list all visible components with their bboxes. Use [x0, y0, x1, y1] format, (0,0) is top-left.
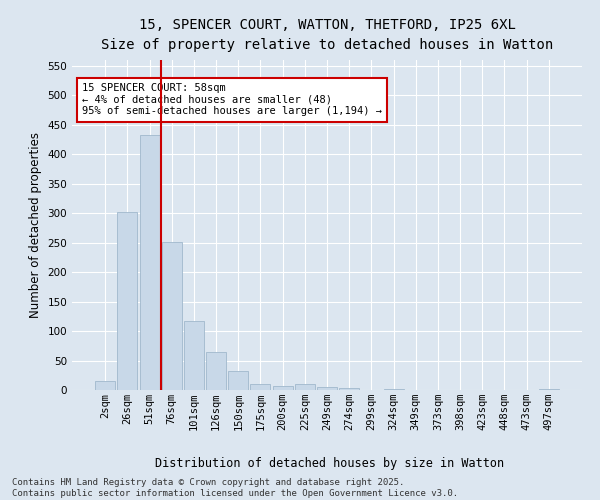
- Bar: [539, 389, 559, 390]
- Bar: [317, 387, 337, 390]
- Text: Distribution of detached houses by size in Watton: Distribution of detached houses by size …: [155, 458, 505, 470]
- Bar: [250, 384, 271, 390]
- Y-axis label: Number of detached properties: Number of detached properties: [29, 132, 42, 318]
- Bar: [118, 212, 137, 390]
- Title: 15, SPENCER COURT, WATTON, THETFORD, IP25 6XL
Size of property relative to detac: 15, SPENCER COURT, WATTON, THETFORD, IP2…: [101, 18, 553, 52]
- Text: Contains HM Land Registry data © Crown copyright and database right 2025.
Contai: Contains HM Land Registry data © Crown c…: [12, 478, 458, 498]
- Bar: [184, 321, 204, 390]
- Bar: [228, 370, 248, 390]
- Bar: [339, 388, 359, 390]
- Bar: [295, 384, 315, 390]
- Bar: [95, 381, 115, 390]
- Text: 15 SPENCER COURT: 58sqm
← 4% of detached houses are smaller (48)
95% of semi-det: 15 SPENCER COURT: 58sqm ← 4% of detached…: [82, 83, 382, 116]
- Bar: [272, 386, 293, 390]
- Bar: [162, 242, 182, 390]
- Bar: [140, 136, 160, 390]
- Bar: [206, 352, 226, 390]
